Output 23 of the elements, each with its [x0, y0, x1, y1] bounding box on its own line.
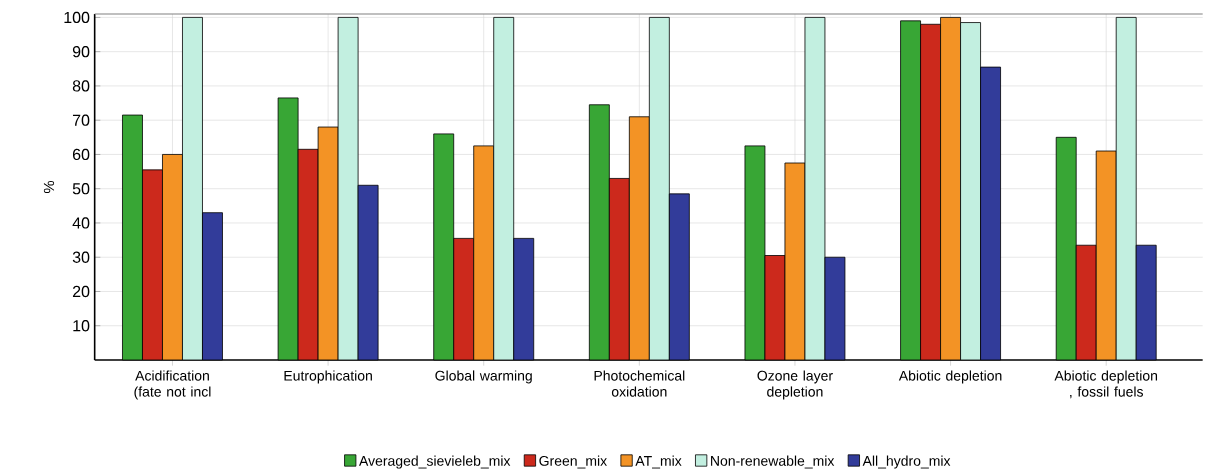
x-tick-label: Global warming — [435, 370, 532, 384]
y-tick-label: 70 — [72, 114, 90, 126]
x-tick-label: Acidification (fate not incl — [134, 370, 211, 400]
y-tick-label: 10 — [73, 320, 90, 332]
x-tick-label: Abiotic depletion — [898, 370, 1002, 384]
y-tick-label: 50 — [72, 183, 90, 195]
y-tick-label: 40 — [72, 217, 90, 229]
legend-label: Averaged_sievieleb_mix — [359, 455, 511, 469]
x-tick-label: Abiotic depletion , fossil fuels — [1054, 370, 1158, 399]
y-tick-label: 90 — [72, 46, 90, 58]
y-tick-label: 20 — [72, 285, 90, 298]
x-tick-label: Ozone layer depletion — [757, 370, 833, 400]
legend-label: Green_mix — [539, 455, 607, 469]
legend-label: AT_mix — [635, 455, 682, 469]
x-tick-label: Eutrophication — [284, 370, 372, 384]
legend-label: Non-renewable_mix — [711, 455, 835, 469]
x-tick-label: Photochemical oxidation — [594, 370, 685, 397]
y-tick-label: 80 — [72, 80, 90, 92]
legend-label: All_hydro_mix — [862, 455, 951, 469]
y-tick-label: 100 — [64, 11, 90, 24]
y-axis-title: % — [43, 181, 55, 193]
y-tick-label: 30 — [72, 251, 90, 263]
y-tick-label: 60 — [72, 148, 90, 161]
